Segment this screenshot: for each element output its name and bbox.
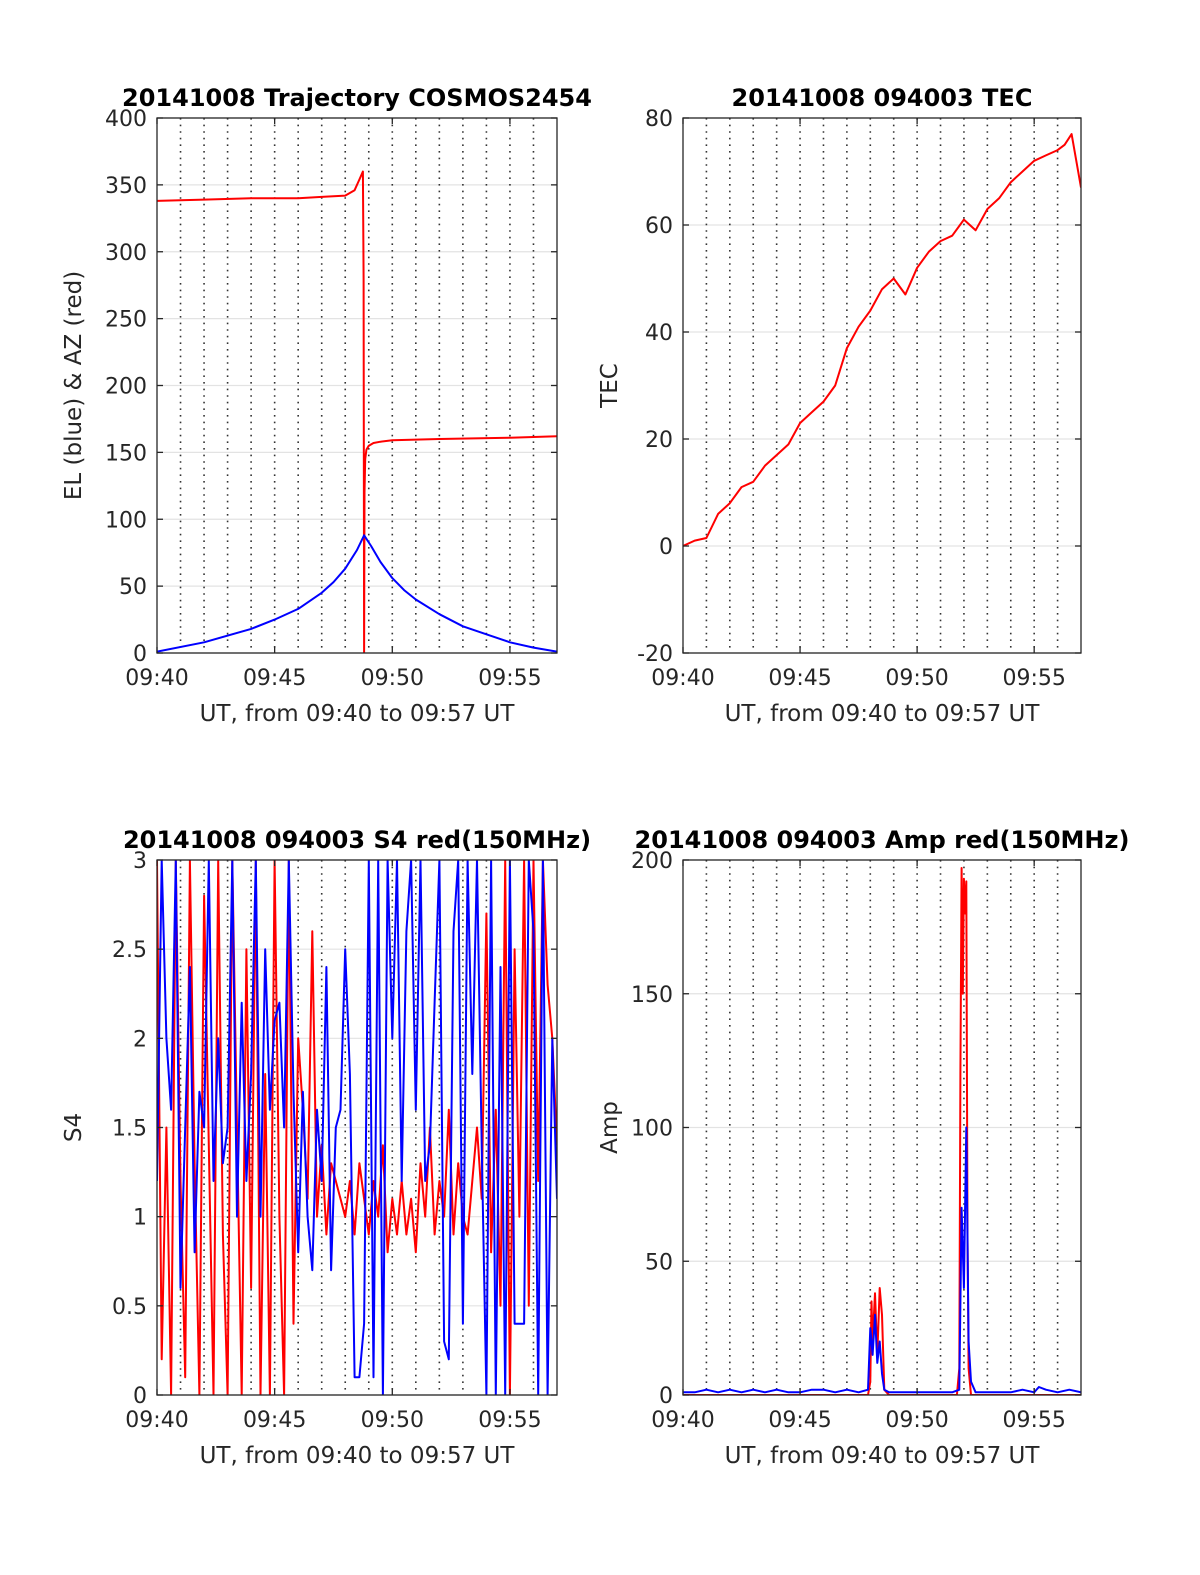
- y-tick-label: 0: [659, 1384, 673, 1409]
- plot-area: [683, 118, 1081, 653]
- y-axis-label: S4: [61, 1113, 87, 1142]
- x-tick-label: 09:55: [1002, 666, 1065, 691]
- y-tick-label: 250: [105, 308, 147, 333]
- series-line-1: [157, 170, 557, 653]
- chart-title: 20141008 094003 S4 red(150MHz): [123, 826, 591, 854]
- x-tick-label: 09:40: [651, 666, 714, 691]
- series-group: [157, 170, 557, 653]
- y-axis-label: EL (blue) & AZ (red): [61, 271, 87, 500]
- chart-title: 20141008 094003 Amp red(150MHz): [635, 826, 1130, 854]
- series-line-2: [157, 860, 557, 1395]
- y-tick-label: 0: [133, 1384, 147, 1409]
- x-tick-label: 09:45: [768, 1408, 831, 1433]
- y-tick-label: 0: [133, 642, 147, 667]
- x-tick-label: 09:45: [768, 666, 831, 691]
- y-tick-label: -20: [637, 642, 673, 667]
- y-axis-label: TEC: [597, 363, 623, 409]
- y-tick-label: 60: [645, 214, 673, 239]
- y-tick-label: 200: [105, 375, 147, 400]
- y-tick-label: 0.5: [112, 1295, 147, 1320]
- y-tick-label: 1: [133, 1206, 147, 1231]
- chart-4: 0 50 100 150 200 09:40 09:45 09:50 09:55 UT, from…: [597, 826, 1129, 1469]
- series-line-1: [683, 867, 1081, 1395]
- x-axis-label: UT, from 09:40 to 09:57 UT: [200, 701, 516, 727]
- chart-2: -20 0 20 40 60 80 09:40 09:45 09:50 09:55 UT, from…: [597, 84, 1082, 727]
- x-tick-label: 09:50: [361, 1408, 424, 1433]
- x-tick-label: 09:55: [478, 666, 541, 691]
- y-tick-label: 150: [105, 441, 147, 466]
- x-tick-label: 09:55: [1002, 1408, 1065, 1433]
- y-tick-label: 1.5: [112, 1117, 147, 1142]
- series-line-2: [683, 1126, 1081, 1394]
- x-tick-label: 09:50: [885, 666, 948, 691]
- y-tick-label: 0: [659, 535, 673, 560]
- series-line-1: [683, 133, 1081, 547]
- y-tick-label: 2: [133, 1027, 147, 1052]
- y-tick-label: 50: [645, 1250, 673, 1275]
- x-tick-label: 09:50: [885, 1408, 948, 1433]
- chart-title: 20141008 094003 TEC: [732, 84, 1033, 112]
- series-line-2: [157, 534, 557, 653]
- x-tick-label: 09:50: [361, 666, 424, 691]
- chart-1: 0 50 100 150 200 250 300 350 400 09:40 09:45 09:50 0…: [61, 84, 592, 727]
- x-tick-label: 09:45: [243, 666, 306, 691]
- y-tick-label: 100: [105, 508, 147, 533]
- y-tick-label: 2.5: [112, 938, 147, 963]
- x-tick-label: 09:40: [125, 666, 188, 691]
- series-group: [683, 133, 1081, 547]
- x-tick-label: 09:45: [243, 1408, 306, 1433]
- x-tick-label: 09:55: [478, 1408, 541, 1433]
- y-tick-label: 50: [119, 575, 147, 600]
- x-axis-label: UT, from 09:40 to 09:57 UT: [725, 701, 1041, 727]
- x-tick-label: 09:40: [125, 1408, 188, 1433]
- x-axis-label: UT, from 09:40 to 09:57 UT: [725, 1443, 1041, 1469]
- x-tick-label: 09:40: [651, 1408, 714, 1433]
- y-tick-label: 300: [105, 241, 147, 266]
- y-tick-label: 200: [631, 849, 673, 874]
- y-tick-label: 100: [631, 1117, 673, 1142]
- y-tick-label: 20: [645, 428, 673, 453]
- chart-3: 0 0.5 1 1.5 2 2.5 3 09:40 09:45 09:50 09:55 UT, fro…: [61, 826, 591, 1469]
- series-group: [683, 867, 1081, 1395]
- axes-box: [682, 117, 1082, 654]
- chart-title: 20141008 Trajectory COSMOS2454: [122, 84, 592, 112]
- y-tick-label: 350: [105, 174, 147, 199]
- x-axis-label: UT, from 09:40 to 09:57 UT: [200, 1443, 516, 1469]
- y-tick-label: 3: [133, 849, 147, 874]
- y-tick-label: 150: [631, 983, 673, 1008]
- series-group: [157, 860, 557, 1395]
- y-axis-label: Amp: [597, 1101, 623, 1154]
- y-tick-label: 40: [645, 321, 673, 346]
- y-tick-label: 80: [645, 107, 673, 132]
- series-line-1: [157, 860, 557, 1395]
- y-tick-label: 400: [105, 107, 147, 132]
